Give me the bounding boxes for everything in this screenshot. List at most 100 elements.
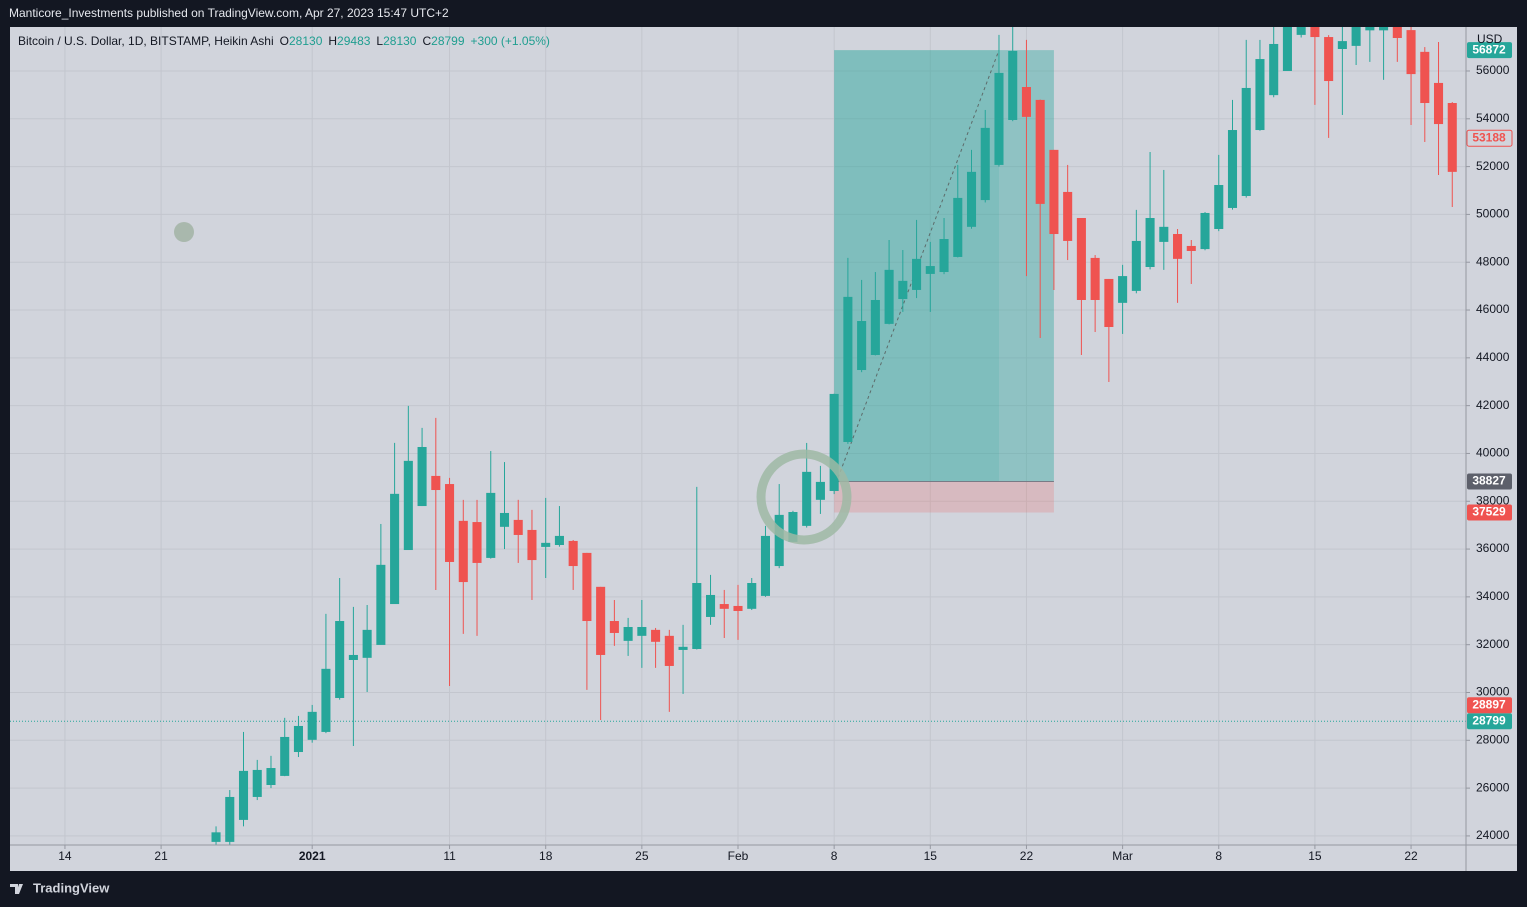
candle-body xyxy=(705,594,716,617)
currency: USD xyxy=(1477,32,1503,46)
marker-dot xyxy=(174,222,194,242)
ohlc-value: 28799 xyxy=(431,34,465,48)
y-tick-label: 46000 xyxy=(1476,302,1510,316)
y-tick-label: 44000 xyxy=(1476,350,1510,364)
candle-body xyxy=(788,512,798,542)
x-tick-label: 8 xyxy=(1215,849,1222,863)
candle-body xyxy=(362,629,372,658)
y-tick-label: 48000 xyxy=(1476,254,1510,268)
candle-body xyxy=(1433,82,1444,125)
legend-header: Bitcoin / U.S. Dollar, 1D, BITSTAMP, Hei… xyxy=(18,34,550,48)
candle-body xyxy=(1282,27,1292,71)
candle-body xyxy=(609,621,619,633)
candle-body xyxy=(1145,217,1155,267)
candle-body xyxy=(1379,27,1389,31)
y-tick-label: 32000 xyxy=(1476,637,1510,651)
candle-body xyxy=(293,725,303,753)
y-tick-label: 54000 xyxy=(1476,111,1510,125)
x-tick-label: 8 xyxy=(831,849,838,863)
candle-body xyxy=(939,239,949,273)
x-tick-label: 21 xyxy=(154,849,168,863)
y-tick-label: 42000 xyxy=(1476,398,1510,412)
change: +300 (+1.05%) xyxy=(470,34,550,48)
price-label: 28897 xyxy=(1472,697,1506,711)
candle-body xyxy=(1241,87,1251,197)
candle-body xyxy=(280,736,290,776)
highlight-circle xyxy=(756,449,852,545)
ohlc-key: L xyxy=(376,34,384,48)
ohlc-key: H xyxy=(328,34,338,48)
candle-body xyxy=(1420,51,1430,104)
x-tick-label: Mar xyxy=(1112,849,1133,863)
candle-body xyxy=(417,446,427,507)
y-tick-label: 26000 xyxy=(1476,780,1510,794)
candle-body xyxy=(1296,27,1306,35)
ohlc-key: C xyxy=(422,34,432,48)
candle-body xyxy=(1255,59,1265,131)
candle-body xyxy=(857,321,867,371)
candle-body xyxy=(747,583,757,609)
y-tick-label: 34000 xyxy=(1476,589,1510,603)
candle-body xyxy=(513,519,523,535)
ohlc-value: 28130 xyxy=(289,34,323,48)
price-label-bg xyxy=(1467,42,1512,59)
candle-body xyxy=(472,522,482,563)
candle-body xyxy=(582,552,592,622)
candle-body xyxy=(1104,278,1114,327)
candle-body xyxy=(1118,276,1128,303)
candle-body xyxy=(1447,103,1457,172)
candle-body xyxy=(252,769,262,797)
candle-body xyxy=(815,481,825,500)
candle-body xyxy=(1131,240,1141,291)
x-tick-label: 18 xyxy=(539,849,553,863)
candle-body xyxy=(486,492,496,558)
y-tick-label: 30000 xyxy=(1476,685,1510,699)
candle-body xyxy=(843,296,853,442)
candle-body xyxy=(596,586,606,655)
candle-body xyxy=(1035,99,1045,204)
candle-body xyxy=(664,635,674,666)
candle-body xyxy=(307,711,317,740)
candle-body xyxy=(1021,86,1031,117)
candle-body xyxy=(802,471,812,526)
ohlc-value: 28130 xyxy=(383,34,417,48)
candle-body xyxy=(1049,149,1059,235)
candle-body xyxy=(403,460,413,551)
candle-body xyxy=(953,197,963,257)
candle-body xyxy=(760,535,771,596)
x-tick-label: 25 xyxy=(635,849,649,863)
ohlc-key: O xyxy=(279,34,289,48)
candle-body xyxy=(321,668,331,732)
candle-body xyxy=(348,654,358,660)
candle-body xyxy=(925,266,935,274)
candle-body xyxy=(541,542,551,547)
y-tick-label: 56000 xyxy=(1476,63,1510,77)
price-label: 28799 xyxy=(1472,713,1506,727)
price-label-bg xyxy=(1467,697,1512,714)
y-tick-label: 38000 xyxy=(1476,493,1510,507)
candle-body xyxy=(733,605,743,611)
candle-body xyxy=(884,269,894,324)
candle-body xyxy=(1392,27,1402,38)
footer-brand: TradingView xyxy=(33,880,110,895)
candle-body xyxy=(211,832,221,842)
x-tick-label: Feb xyxy=(728,849,749,863)
candle-body xyxy=(499,512,510,527)
candle-body xyxy=(1063,191,1073,241)
candle-body xyxy=(651,629,661,642)
candle-body xyxy=(637,626,647,636)
candle-body xyxy=(376,564,386,645)
price-label-bg xyxy=(1467,504,1512,521)
candle-body xyxy=(980,127,990,201)
candle-body xyxy=(266,768,276,786)
candle-body xyxy=(1337,41,1347,49)
candle-body xyxy=(390,493,400,605)
candle-body xyxy=(568,540,578,567)
publish-note: Manticore_Investments published on Tradi… xyxy=(9,6,449,20)
candle-body xyxy=(1214,185,1224,229)
candle-body xyxy=(445,484,455,562)
y-tick-label: 28000 xyxy=(1476,732,1510,746)
y-tick-label: 52000 xyxy=(1476,159,1510,173)
candle-body xyxy=(1200,212,1210,250)
